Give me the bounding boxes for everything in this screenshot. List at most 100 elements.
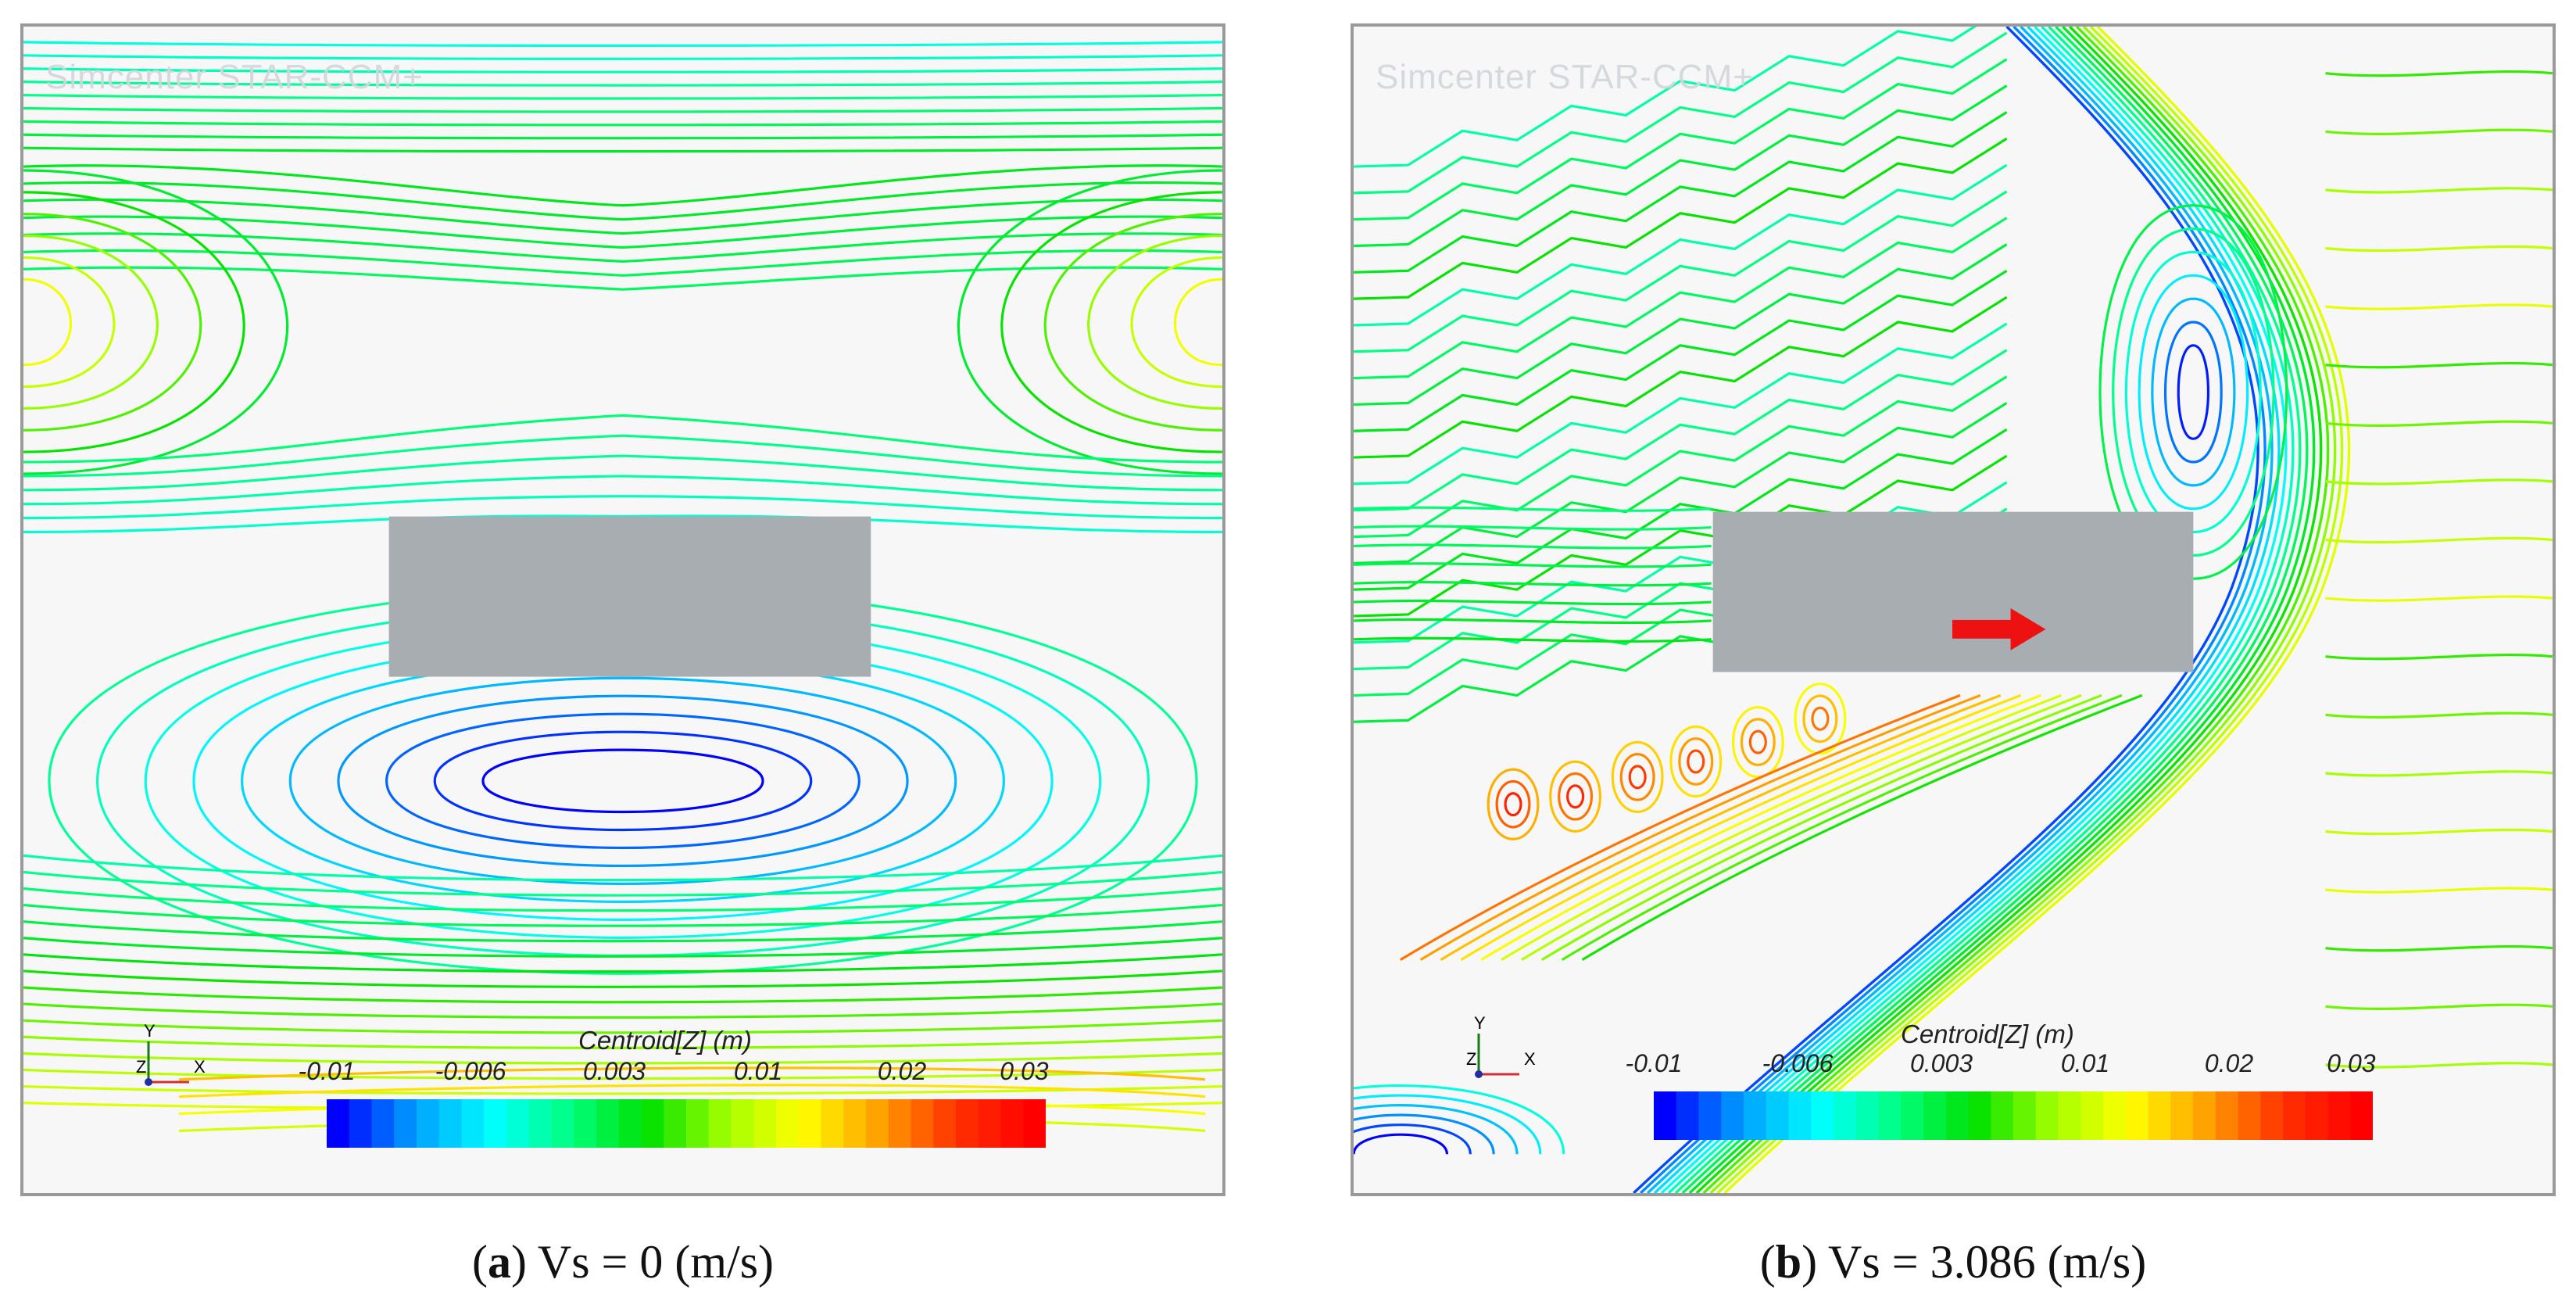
contour-line xyxy=(2325,1062,2553,1069)
contour-field-a xyxy=(23,41,1222,1133)
caption-letter: a xyxy=(487,1236,511,1288)
contour-line xyxy=(23,454,1222,492)
contour-line xyxy=(2325,187,2553,194)
colorbar-segment xyxy=(417,1099,440,1148)
colorbar-segment xyxy=(1654,1091,1677,1140)
contour-line xyxy=(23,215,1222,249)
colorbar-segment xyxy=(1901,1091,1924,1140)
contour-line xyxy=(2325,770,2553,777)
contour-line xyxy=(1628,765,1647,790)
colorbar-segment xyxy=(2103,1091,2127,1140)
colorbar-segment xyxy=(2327,1091,2351,1140)
contour-line xyxy=(1653,27,2281,1193)
colorbar-tick-label: 0.03 xyxy=(1000,1057,1049,1085)
colorbar-segment xyxy=(506,1099,530,1148)
contour-line xyxy=(23,164,1222,207)
contour-line xyxy=(1354,543,1712,550)
contour-line xyxy=(2112,228,2275,557)
contour-line xyxy=(2325,362,2553,369)
contour-line xyxy=(23,969,1222,988)
contour-line xyxy=(1354,428,2008,591)
colorbar-segment xyxy=(888,1099,912,1148)
colorbar-segment xyxy=(1834,1091,1857,1140)
colorbar-segment xyxy=(1676,1091,1700,1140)
axis-z-label: Z xyxy=(136,1057,147,1077)
contour-line xyxy=(23,854,1222,882)
contour-line xyxy=(2151,297,2236,487)
contour-line xyxy=(2325,945,2553,952)
colorbar-segment xyxy=(1991,1091,2014,1140)
colorbar-segment xyxy=(776,1099,800,1148)
colorbar-segment xyxy=(1811,1091,1834,1140)
contour-line xyxy=(1354,296,2008,459)
contour-line xyxy=(23,920,1222,943)
contour-line xyxy=(1748,729,1767,754)
contour-line xyxy=(23,133,1222,140)
colorbar-tick-label: -0.01 xyxy=(1625,1049,1683,1077)
axis-y-label: Y xyxy=(1474,1013,1486,1033)
colorbar-segment xyxy=(371,1099,395,1148)
colorbar-segment xyxy=(2283,1091,2306,1140)
contour-line xyxy=(23,120,1222,127)
contour-line xyxy=(1619,753,1655,801)
contour-line xyxy=(23,1019,1222,1034)
contour-line xyxy=(1549,760,1602,833)
software-watermark: Simcenter STAR-CCM+ xyxy=(1376,58,1754,96)
contour-line xyxy=(1043,213,1222,432)
colorbar-segment xyxy=(2350,1091,2373,1140)
colorbar-segment xyxy=(798,1099,822,1148)
colorbar-segment xyxy=(686,1099,710,1148)
contour-line xyxy=(1660,27,2288,1193)
contour-line xyxy=(1695,27,2323,1193)
contour-line xyxy=(1639,27,2267,1193)
colorbar-segment xyxy=(618,1099,642,1148)
colorbar-segment xyxy=(349,1099,373,1148)
colorbar-segment xyxy=(1000,1099,1024,1148)
colorbar-tick-label: -0.006 xyxy=(1762,1049,1834,1077)
colorbar-tick-label: 0.003 xyxy=(582,1057,646,1085)
contour-line xyxy=(2325,245,2553,253)
contour-line xyxy=(481,748,764,814)
contour-line xyxy=(23,887,1222,912)
contour-line xyxy=(1000,191,1222,453)
contour-line xyxy=(23,181,1222,221)
colorbar-segment xyxy=(1945,1091,1970,1140)
contour-line xyxy=(1460,693,2022,961)
contour-line xyxy=(1354,322,2008,486)
contour-line xyxy=(1646,27,2274,1193)
hull-body xyxy=(388,516,871,677)
contour-line xyxy=(1633,27,2259,1193)
contour-line xyxy=(2325,887,2553,894)
colorbar-segment xyxy=(2238,1091,2261,1140)
contour-line xyxy=(23,81,1222,87)
colorbar-segment xyxy=(528,1099,553,1148)
software-watermark: Simcenter STAR-CCM+ xyxy=(45,58,424,96)
colorbar-segment xyxy=(2305,1091,2329,1140)
colorbar-segment xyxy=(2035,1091,2059,1140)
caption-text: Vs = 3.086 (m/s) xyxy=(1828,1236,2147,1288)
contour-line xyxy=(23,1068,1222,1080)
contour-line xyxy=(2325,420,2553,427)
colorbar-segment xyxy=(1744,1091,1767,1140)
contour-line xyxy=(23,475,1222,506)
contour-line xyxy=(23,41,1222,47)
colorbar-segment xyxy=(1023,1099,1046,1148)
contour-line xyxy=(23,414,1222,464)
contour-line xyxy=(23,232,1222,263)
colorbar-segment xyxy=(2080,1091,2104,1140)
contour-panel-b: Simcenter STAR-CCM+ Y Z X Centroid[Z] (m… xyxy=(1351,23,2556,1196)
axis-y-label: Y xyxy=(144,1021,156,1041)
axis-z-label: Z xyxy=(1466,1049,1477,1069)
contour-line xyxy=(1354,618,1712,625)
contour-line xyxy=(1667,27,2295,1193)
contour-line xyxy=(1354,1133,1449,1155)
colorbar-segment xyxy=(1721,1091,1744,1140)
colorbar-tick-label: -0.006 xyxy=(435,1057,506,1085)
contour-line xyxy=(1130,256,1222,389)
contour-line xyxy=(1558,772,1594,821)
colorbar-segment xyxy=(978,1099,1002,1148)
contour-line xyxy=(23,1035,1222,1049)
contour-line xyxy=(288,676,957,885)
colorbar-segment xyxy=(2193,1091,2216,1140)
caption-letter: b xyxy=(1775,1236,1802,1288)
